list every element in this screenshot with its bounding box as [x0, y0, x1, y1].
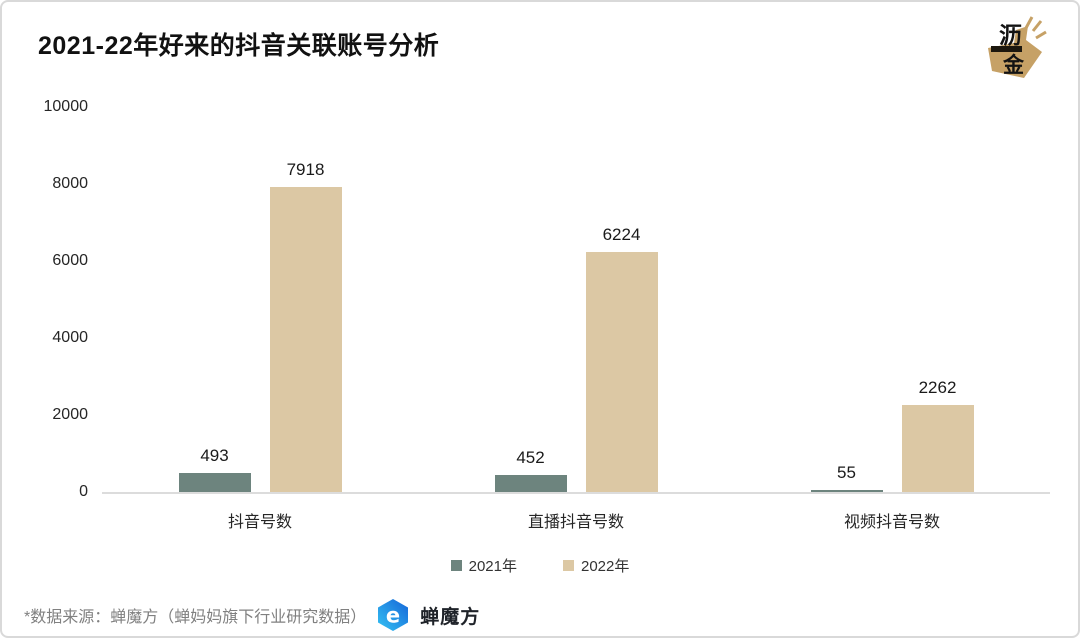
legend: 2021年 2022年 — [2, 555, 1078, 576]
bar-2021年 — [494, 474, 567, 492]
value-label: 55 — [837, 462, 856, 482]
x-category-label: 直播抖音号数 — [527, 514, 624, 531]
badge-banner — [991, 46, 1022, 52]
legend-swatch — [563, 560, 574, 571]
lijin-brand-badge: 沥 金 — [980, 10, 1054, 84]
legend-label: 2022年 — [581, 558, 630, 575]
y-tick-label: 0 — [79, 483, 88, 500]
x-axis: 抖音号数 直播抖音号数 视频抖音号数 — [102, 508, 1050, 532]
chart-title: 2021-22年好来的抖音关联账号分析 — [38, 32, 440, 60]
badge-char-2: 金 — [1002, 53, 1025, 77]
chanmofang-logo-text: 蝉魔方 — [420, 606, 481, 628]
y-tick-label: 8000 — [52, 175, 88, 192]
bar-2021年 — [178, 473, 251, 492]
bar-2022年 — [269, 187, 342, 492]
legend-label: 2021年 — [468, 558, 517, 575]
legend-item: 2021年 — [450, 555, 517, 576]
bar-2022年 — [901, 404, 974, 492]
x-category-label: 抖音号数 — [227, 514, 292, 531]
bar-with-label: 55 — [810, 462, 883, 492]
value-label: 7918 — [286, 160, 325, 180]
legend-swatch — [450, 560, 462, 571]
bar-with-label: 452 — [494, 447, 567, 492]
bar-2021年 — [810, 489, 883, 492]
value-label: 2262 — [918, 377, 957, 397]
y-tick-label: 6000 — [52, 252, 88, 269]
lijin-badge-icon: 沥 金 — [988, 16, 1047, 78]
bar-with-label: 7918 — [269, 160, 342, 492]
value-label: 452 — [516, 447, 545, 467]
bar-group: 493 7918 — [102, 107, 418, 492]
bar-2022年 — [585, 252, 658, 492]
sparkle-lines-icon — [1024, 16, 1047, 40]
y-tick-label: 10000 — [43, 98, 89, 115]
svg-text:e: e — [386, 604, 400, 628]
plot-area: 493 7918 452 6224 55 2262 — [102, 107, 1050, 494]
data-source-text: *数据来源：蝉魔方（蝉妈妈旗下行业研究数据） — [24, 609, 367, 626]
value-label: 6224 — [602, 225, 641, 245]
chanmofang-logo-icon: e — [375, 598, 411, 632]
value-label: 493 — [200, 446, 229, 466]
y-axis: 0 2000 4000 6000 8000 10000 — [22, 98, 89, 500]
legend-item: 2022年 — [563, 555, 629, 576]
bar-with-label: 6224 — [585, 225, 658, 492]
footer: *数据来源：蝉魔方（蝉妈妈旗下行业研究数据） e 蝉魔方 — [24, 598, 480, 632]
y-tick-label: 2000 — [52, 406, 88, 423]
y-tick-label: 4000 — [52, 329, 88, 346]
bar-group: 55 2262 — [734, 107, 1050, 492]
bar-with-label: 2262 — [901, 377, 974, 492]
x-category-label: 视频抖音号数 — [843, 514, 940, 531]
bar-with-label: 493 — [178, 446, 251, 492]
bar-group: 452 6224 — [418, 107, 734, 492]
badge-char-1: 沥 — [999, 22, 1022, 48]
